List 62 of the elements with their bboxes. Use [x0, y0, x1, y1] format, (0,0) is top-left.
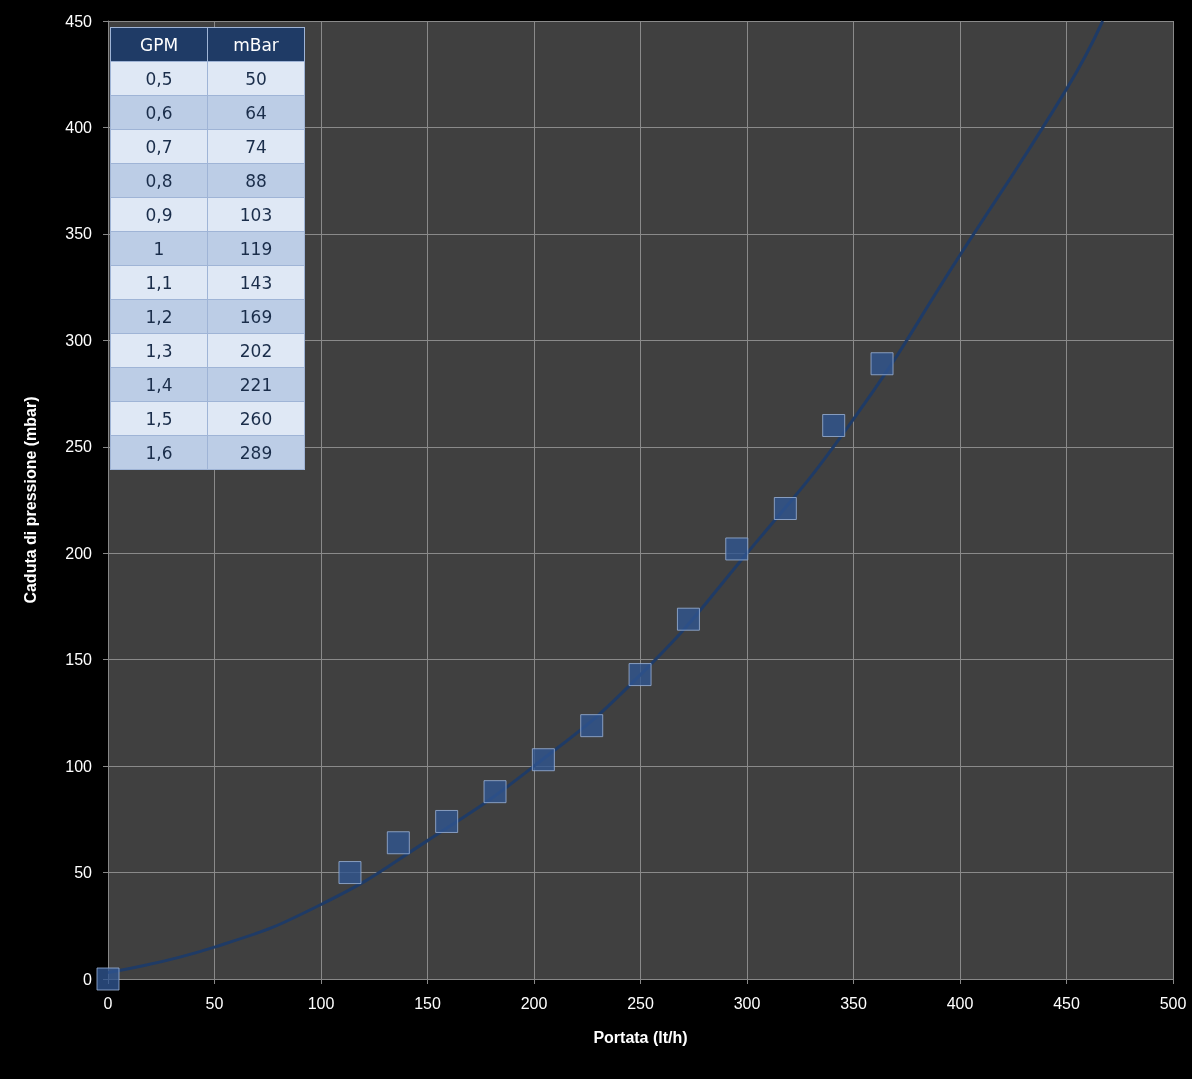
annotation: 260 [207, 401, 305, 436]
point [483, 780, 507, 804]
y-tick-label: 200 [65, 544, 93, 562]
annotation: 1,6 [110, 435, 208, 470]
annotation: mBar [207, 27, 305, 62]
annotation: 0,7 [110, 129, 208, 164]
point [386, 831, 410, 855]
x-tick-label: 250 [627, 994, 654, 1012]
y-tick-label: 0 [83, 970, 93, 988]
x-tick-label: 150 [414, 994, 441, 1012]
y-tick-label: 50 [74, 864, 93, 882]
y-axis-title: Caduta di pressione (mbar) [21, 396, 39, 604]
point [676, 607, 700, 631]
x-tick-label: 50 [205, 994, 224, 1012]
annotation: 50 [207, 61, 305, 96]
point [822, 413, 846, 437]
y-tick-label: 300 [65, 331, 93, 349]
x-tick-label: 100 [307, 994, 335, 1012]
x-tick-label: 400 [946, 994, 974, 1012]
annotation: 1 [110, 231, 208, 266]
point [96, 967, 120, 991]
y-tick-label: 400 [65, 118, 93, 136]
x-tick-label: 300 [733, 994, 761, 1012]
annotation: 289 [207, 435, 305, 470]
x-tick-label: 450 [1053, 994, 1080, 1012]
annotation: GPM [110, 27, 208, 62]
point [338, 861, 362, 885]
x-tick-label: 500 [1159, 994, 1187, 1012]
annotation: 1,4 [110, 367, 208, 402]
annotation: 202 [207, 333, 305, 368]
annotation: 1,5 [110, 401, 208, 436]
y-tick-label: 150 [65, 651, 93, 669]
x-axis-title: Portata (lt/h) [593, 1028, 688, 1046]
point [580, 714, 604, 738]
y-tick-label: 350 [65, 225, 93, 243]
annotation: 88 [207, 163, 305, 198]
annotation: 1,3 [110, 333, 208, 368]
point [870, 352, 894, 376]
annotation: 0,8 [110, 163, 208, 198]
annotation: 0,9 [110, 197, 208, 232]
annotation: 119 [207, 231, 305, 266]
y-tick-label: 100 [65, 757, 93, 775]
annotation: 74 [207, 129, 305, 164]
point [628, 663, 652, 687]
point [773, 497, 797, 521]
annotation: 221 [207, 367, 305, 402]
point [435, 809, 459, 833]
annotation: 64 [207, 95, 305, 130]
annotation: 0,5 [110, 61, 208, 96]
y-tick-label: 250 [65, 438, 93, 456]
annotation: 0,6 [110, 95, 208, 130]
annotation: 103 [207, 197, 305, 232]
annotation: 169 [207, 299, 305, 334]
x-tick-label: 350 [840, 994, 867, 1012]
x-tick-label: 200 [520, 994, 548, 1012]
x-tick-label: 0 [103, 994, 113, 1012]
y-tick-label: 450 [65, 12, 93, 30]
point [531, 748, 555, 772]
point [725, 537, 749, 561]
annotation: 143 [207, 265, 305, 300]
annotation: 1,2 [110, 299, 208, 334]
annotation: 1,1 [110, 265, 208, 300]
